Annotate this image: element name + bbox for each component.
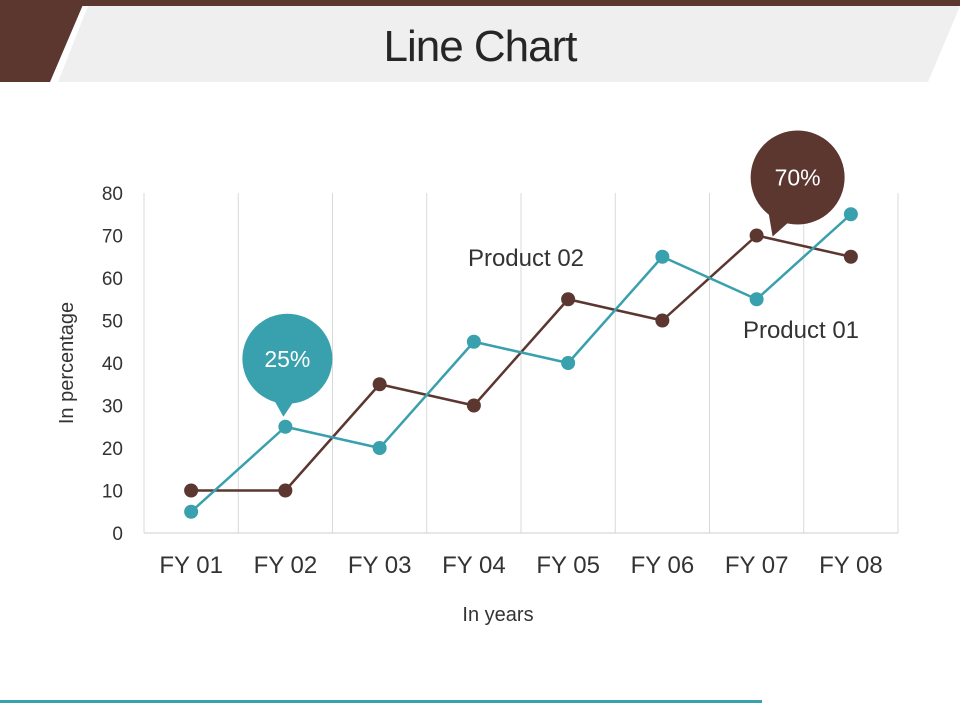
data-point: [278, 483, 293, 498]
x-axis-title: In years: [462, 604, 533, 626]
chart-labels: Product 02 Product 01: [468, 245, 859, 344]
data-point: [749, 228, 764, 243]
chart-grid: [143, 193, 899, 533]
page-title: Line Chart: [383, 22, 577, 71]
chart-callouts: 25% 70%: [242, 130, 845, 417]
y-axis-title: In percentage: [56, 302, 78, 424]
data-point: [278, 419, 293, 434]
data-point: [843, 249, 858, 264]
data-point: [372, 441, 387, 455]
y-tick-label: 20: [102, 439, 123, 460]
y-tick-label: 30: [102, 397, 123, 418]
y-tick-label: 40: [102, 354, 123, 375]
x-tick-label: FY 02: [254, 552, 318, 579]
x-tick-label: FY 01: [159, 552, 223, 579]
y-tick-label: 0: [112, 524, 123, 545]
x-tick-label: FY 07: [725, 552, 789, 579]
x-tick-label: FY 08: [819, 552, 883, 579]
bottom-accent-line: [0, 700, 762, 703]
header-gray-band: [58, 6, 960, 82]
y-tick-label: 50: [102, 312, 123, 333]
data-point: [655, 313, 670, 328]
x-tick-label: FY 04: [442, 552, 506, 579]
y-tick-label: 80: [102, 184, 123, 205]
top-accent-bar: [0, 0, 960, 6]
series-label: Product 02: [468, 245, 584, 272]
data-point: [184, 504, 199, 519]
series-line-1: [190, 213, 852, 513]
data-point: [466, 334, 481, 349]
callout-bubble: [242, 313, 333, 404]
data-point: [749, 292, 764, 307]
data-point: [561, 356, 576, 370]
y-tick-label: 70: [102, 227, 123, 248]
data-point: [372, 377, 387, 392]
data-point: [655, 249, 670, 264]
header-band: [0, 0, 960, 82]
series-label: Product 01: [743, 317, 859, 344]
callout-label: 70%: [775, 165, 821, 191]
x-tick-label: FY 06: [631, 552, 695, 579]
chart-series: [184, 207, 858, 519]
x-tick-label: FY 05: [536, 552, 600, 579]
data-point: [184, 483, 199, 498]
data-point: [561, 292, 576, 307]
header-brown-wedge: [0, 0, 85, 82]
data-point: [843, 207, 858, 222]
callout-label: 25%: [264, 346, 310, 372]
x-tick-label: FY 03: [348, 552, 412, 579]
y-tick-label: 10: [102, 482, 123, 503]
data-point: [466, 398, 481, 413]
y-tick-label: 60: [102, 269, 123, 290]
chart-axes: 0 10 20 30 40 50 60 70 80 FY 01 FY 02 FY 03 FY 04 FY …: [56, 184, 898, 626]
callout-bubble: [750, 130, 845, 225]
